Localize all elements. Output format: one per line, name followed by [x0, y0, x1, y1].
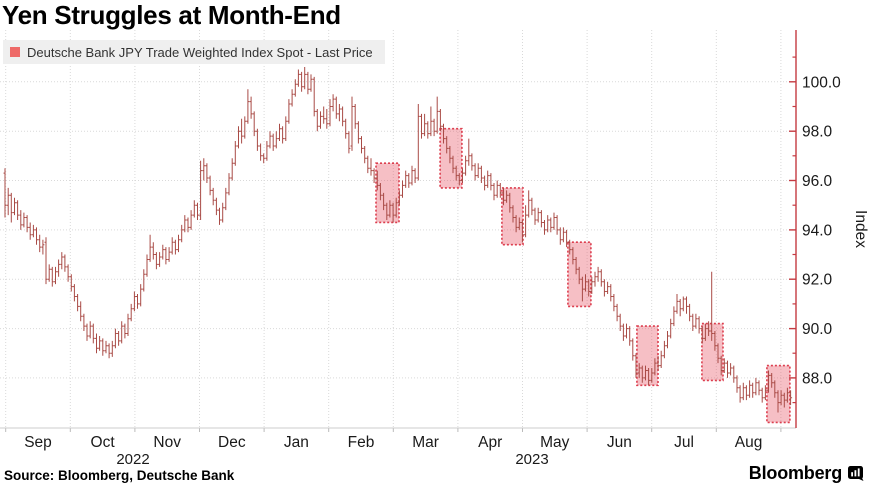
- series-label: Deutsche Bank JPY Trade Weighted Index S…: [27, 44, 373, 60]
- y-tick-label: 94.0: [802, 222, 833, 239]
- x-month-label: Nov: [153, 434, 181, 451]
- source-credit: Source: Bloomberg, Deutsche Bank: [4, 468, 235, 483]
- x-month-label: Mar: [412, 434, 439, 451]
- month-end-highlight-box: [501, 187, 524, 246]
- x-month-label: Dec: [218, 434, 246, 451]
- y-tick-label: 98.0: [802, 124, 833, 141]
- y-tick-label: 90.0: [802, 321, 833, 338]
- bloomberg-terminal-icon: [848, 466, 864, 481]
- x-year-label: 2023: [515, 451, 548, 468]
- x-month-label: Apr: [478, 434, 502, 451]
- x-month-label: Feb: [348, 434, 375, 451]
- bloomberg-logo: Bloomberg: [749, 463, 864, 484]
- x-month-label: Aug: [735, 434, 763, 451]
- x-month-label: Jan: [284, 434, 309, 451]
- month-end-highlight-box: [375, 162, 400, 224]
- price-series: [3, 67, 793, 413]
- x-month-label: Jul: [674, 434, 694, 451]
- x-year-label: 2022: [116, 451, 149, 468]
- x-month-label: Jun: [607, 434, 632, 451]
- month-end-highlight-box: [636, 325, 659, 387]
- chart-title: Yen Struggles at Month-End: [2, 0, 341, 30]
- y-tick-label: 92.0: [802, 272, 833, 289]
- x-month-label: May: [540, 434, 570, 451]
- bloomberg-wordmark: Bloomberg: [748, 463, 842, 483]
- y-tick-label: 88.0: [802, 370, 833, 387]
- x-month-label: Oct: [91, 434, 116, 451]
- gridlines: [0, 30, 796, 428]
- x-month-label: Sep: [24, 434, 52, 451]
- y-axis-title: Index: [852, 210, 869, 248]
- legend-item[interactable]: Deutsche Bank JPY Trade Weighted Index S…: [3, 40, 385, 64]
- month-end-highlight-box: [701, 322, 724, 382]
- y-tick-label: 100.0: [802, 74, 841, 91]
- y-tick-label: 96.0: [802, 173, 833, 190]
- axes: Sep Oct Nov Dec Jan Feb Mar Apr May Jun Jul Aug 2022…: [0, 30, 869, 468]
- series-swatch-icon: [10, 47, 20, 57]
- ohlc-bars: [3, 67, 793, 413]
